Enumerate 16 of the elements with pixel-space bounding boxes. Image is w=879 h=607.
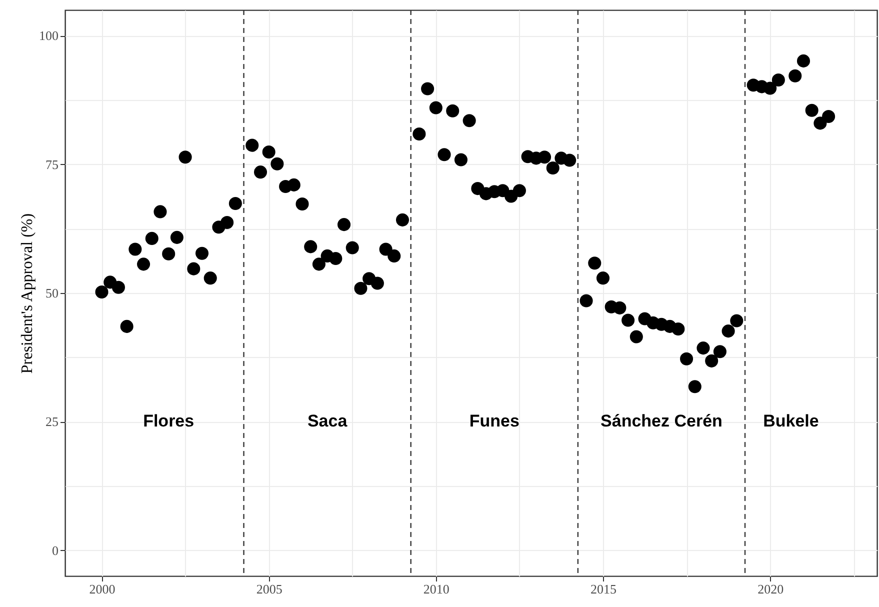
y-axis-title: President's Approval (%) <box>19 213 36 374</box>
y-tick-label: 50 <box>46 286 58 300</box>
y-tick-label: 100 <box>39 28 58 44</box>
y-tick-label: 25 <box>46 414 58 430</box>
annotation: Flores <box>143 411 194 430</box>
x-tick-label: 2000 <box>89 582 116 596</box>
y-tick-label: 0 <box>52 542 58 558</box>
x-tick-label: 2005 <box>256 582 282 596</box>
x-tick-label: 2020 <box>758 582 784 596</box>
y-tick-label: 75 <box>46 156 58 172</box>
annotation: Funes <box>469 411 520 430</box>
x-tick-label: 2015 <box>590 582 616 596</box>
annotation: Saca <box>307 411 348 430</box>
annotation: Sánchez Cerén <box>600 411 722 430</box>
annotation: Bukele <box>763 411 819 430</box>
x-tick-label: 2010 <box>423 582 450 596</box>
